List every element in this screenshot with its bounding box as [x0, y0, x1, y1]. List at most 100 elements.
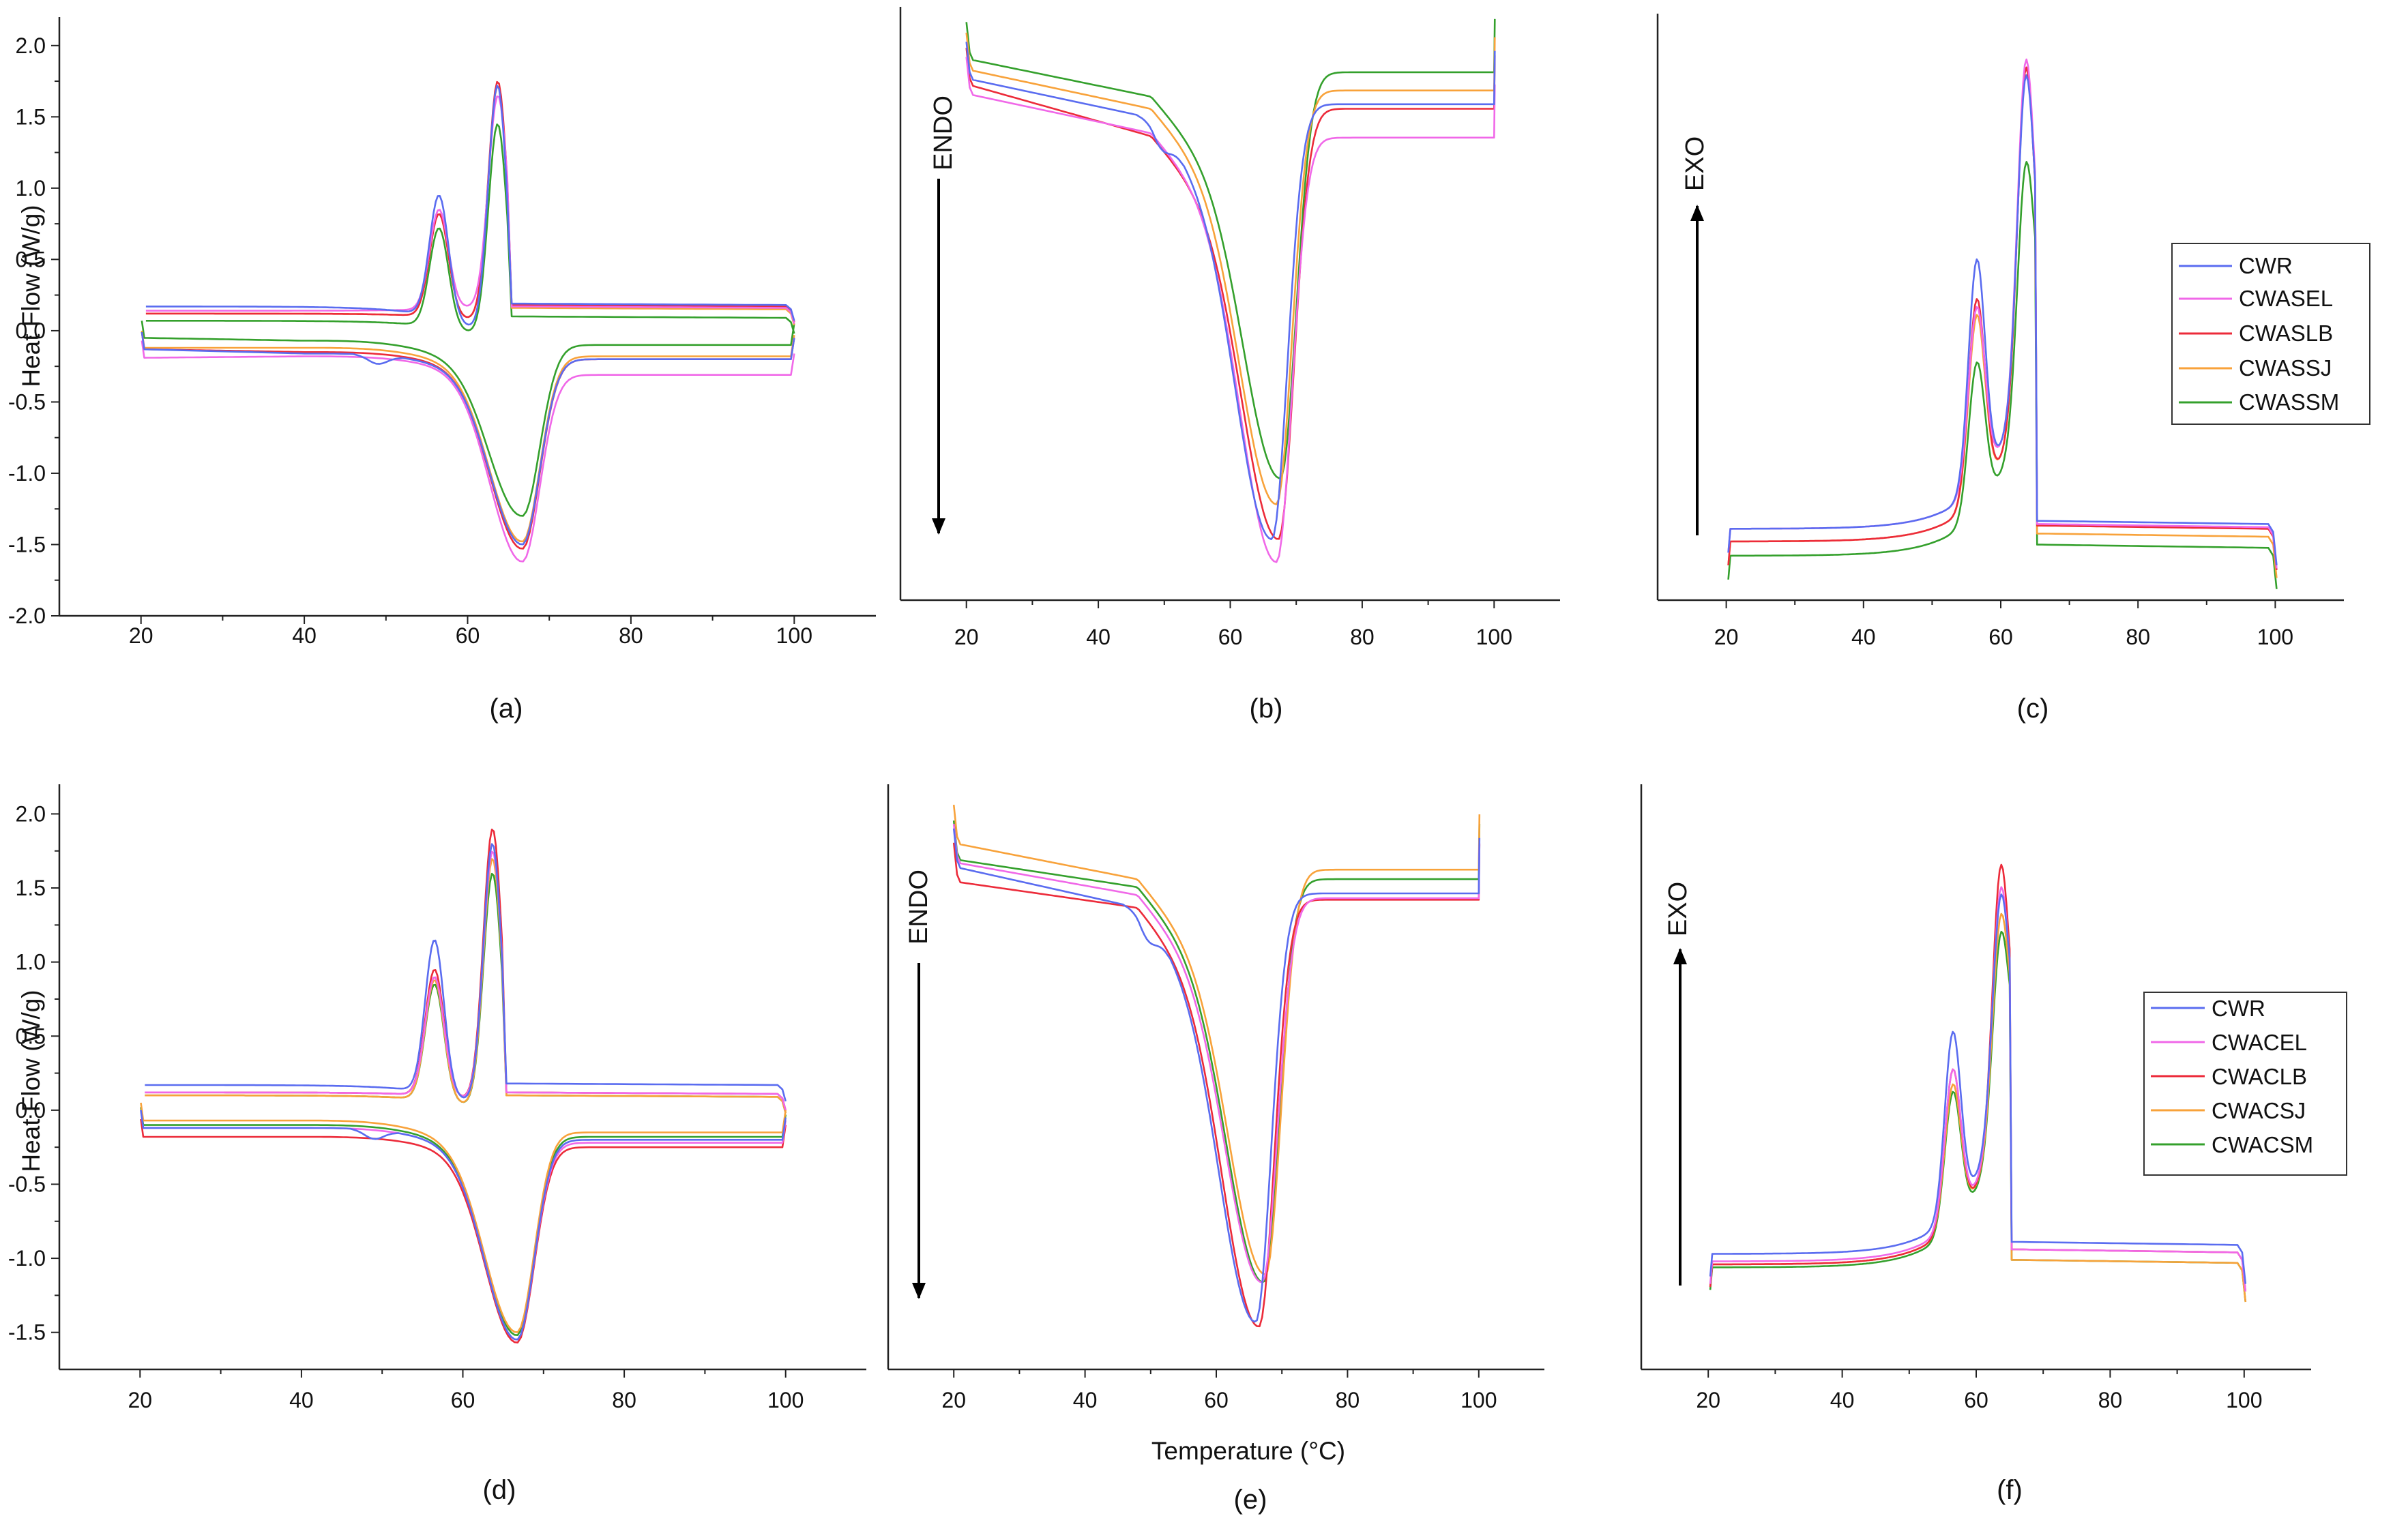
- exo-arrow-f-head: [1673, 948, 1687, 964]
- y-tick-label: -1.0: [8, 461, 46, 486]
- y-tick-label: 0.0: [16, 1098, 46, 1123]
- exo-label-c: EXO: [1681, 136, 1709, 191]
- x-tick-label: 80: [619, 623, 643, 648]
- x-tick-label: 40: [289, 1388, 314, 1412]
- exo-label-f: EXO: [1664, 882, 1692, 936]
- series-line-cwasel: [965, 57, 1496, 563]
- legend-top-label-cwassj: CWASSJ: [2239, 355, 2332, 381]
- legend-bottom-label-cwacsm: CWACSM: [2212, 1132, 2313, 1157]
- series-line-cwaslb-cooling: [141, 331, 795, 550]
- x-tick-label: 100: [1460, 1388, 1497, 1412]
- x-tick-label: 80: [612, 1388, 636, 1412]
- series-line-cwassm-heating: [145, 123, 795, 334]
- x-axis-title: Temperature (°C): [1151, 1437, 1345, 1465]
- endo-arrow-e-head: [912, 1283, 926, 1299]
- y-tick-label: -2.0: [8, 604, 46, 628]
- text-layer: Heat Flow (W/g) Heat Flow (W/g) Temperat…: [17, 95, 2370, 1515]
- series-line-cwaclb: [952, 842, 1481, 1328]
- endo-arrow-b-head: [932, 518, 945, 535]
- y-tick-label: -1.5: [8, 1320, 46, 1345]
- x-tick-label: 40: [1830, 1388, 1855, 1412]
- series-line-cwaslb: [1727, 66, 2278, 570]
- series-line-cwacsj-heating: [145, 858, 787, 1114]
- y-tick-label: -1.5: [8, 532, 46, 556]
- legend-top: CWR CWASEL CWASLB CWASSJ CWASSM: [2171, 243, 2370, 425]
- x-tick-label: 20: [1696, 1388, 1720, 1412]
- x-tick-label: 100: [2257, 625, 2293, 649]
- x-tick-label: 40: [1073, 1388, 1098, 1412]
- exo-arrow-c-head: [1690, 205, 1704, 221]
- series-line-cwaslb-heating: [145, 80, 795, 323]
- x-tick-label: 40: [1851, 625, 1876, 649]
- y-tick-label: 1.5: [16, 876, 46, 900]
- series-line-cwacel: [1709, 886, 2247, 1292]
- series-line-cwacsm-cooling: [140, 1107, 787, 1336]
- x-tick-label: 60: [451, 1388, 475, 1412]
- series-line-cwassm-cooling: [141, 321, 795, 517]
- series-line-cwacsj-cooling: [140, 1102, 787, 1333]
- panel-a: 20 40 60 80 100 2.0 1.5 1.0 0.5 0.0 -0.5 -1.0 -1.5 -2…: [8, 17, 876, 648]
- x-tick-label: 60: [456, 623, 480, 648]
- panel-label-f: (f): [1997, 1475, 2023, 1505]
- legend-bottom-label-cwr: CWR: [2212, 996, 2265, 1021]
- curve-layer: [140, 18, 2278, 1344]
- endo-label-b: ENDO: [929, 95, 958, 170]
- y-tick-label: -0.5: [8, 389, 46, 414]
- series-line-cwacsm: [952, 820, 1481, 1283]
- y-tick-label: 0.5: [16, 1024, 46, 1048]
- y-tick-label: 0.0: [16, 318, 46, 343]
- series-line-cwr: [1709, 893, 2247, 1284]
- series-line-cwacsm-heating: [145, 872, 787, 1114]
- series-line-cwassm: [1727, 161, 2278, 589]
- y-axis-title-top: Heat Flow (W/g): [17, 205, 45, 387]
- legend-bottom-label-cwaclb: CWACLB: [2212, 1064, 2307, 1089]
- x-tick-label: 40: [1086, 625, 1111, 649]
- panel-c: 20 40 60 80 100: [1656, 14, 2344, 649]
- x-tick-label: 20: [1714, 625, 1739, 649]
- x-tick-label: 80: [2098, 1388, 2123, 1412]
- series-line-cwacsj: [952, 804, 1481, 1276]
- panel-e: 20 40 60 80 100: [887, 784, 1544, 1412]
- panel-label-a: (a): [490, 694, 523, 724]
- x-tick-label: 80: [1336, 1388, 1360, 1412]
- series-line-cwr: [952, 828, 1481, 1323]
- series-line-cwr-heating: [145, 843, 787, 1102]
- y-tick-label: -0.5: [8, 1172, 46, 1196]
- series-line-cwr: [965, 42, 1496, 540]
- y-axis-title-bottom: Heat Flow (W/g): [17, 990, 45, 1172]
- x-tick-label: 60: [1964, 1388, 1988, 1412]
- legend-bottom-label-cwacsj: CWACSJ: [2212, 1098, 2306, 1123]
- x-tick-label: 40: [292, 623, 317, 648]
- y-tick-label: 1.0: [16, 950, 46, 975]
- series-line-cwr-cooling: [140, 1110, 787, 1341]
- legend-top-label-cwaslb: CWASLB: [2239, 321, 2333, 346]
- y-tick-label: -1.0: [8, 1246, 46, 1271]
- x-tick-label: 80: [2126, 625, 2150, 649]
- panel-label-e: (e): [1234, 1485, 1267, 1515]
- endo-label-e: ENDO: [905, 870, 933, 945]
- series-line-cwasel-cooling: [141, 340, 795, 563]
- panel-label-c: (c): [2017, 694, 2049, 724]
- series-line-cwacel-cooling: [140, 1110, 787, 1341]
- series-line-cwaclb-cooling: [140, 1118, 787, 1344]
- series-line-cwr-heating: [145, 85, 795, 326]
- y-tick-label: 0.5: [16, 247, 46, 271]
- series-line-cwaslb: [965, 48, 1496, 540]
- x-tick-label: 20: [941, 1388, 966, 1412]
- series-line-cwasel-heating: [145, 95, 795, 324]
- panel-d: 20 40 60 80 100 2.0 1.5 1.0 0.5 0.0 -0.5 -1.0 -1.5: [8, 784, 866, 1412]
- x-tick-label: 20: [128, 1388, 153, 1412]
- y-tick-label: 1.5: [16, 104, 46, 129]
- series-line-cwacel-heating: [145, 850, 787, 1111]
- panel-b: 20 40 60 80 100: [899, 7, 1560, 649]
- x-tick-label: 60: [1988, 625, 2013, 649]
- series-line-cwassj: [965, 32, 1496, 505]
- x-tick-label: 100: [2226, 1388, 2262, 1412]
- series-line-cwacel: [952, 823, 1481, 1283]
- series-line-cwr: [1727, 74, 2278, 566]
- series-line-cwassm: [965, 18, 1496, 479]
- axes-layer: 20 40 60 80 100 2.0 1.5 1.0 0.5 0.0 -0.5 -1.0 -1.5 -2…: [8, 7, 2344, 1412]
- panel-label-d: (d): [483, 1475, 516, 1505]
